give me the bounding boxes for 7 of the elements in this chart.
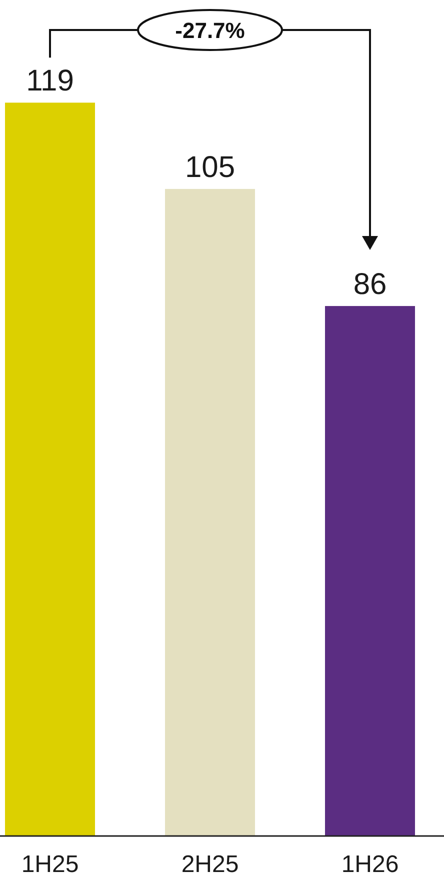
x-tick-label: 1H26 bbox=[341, 851, 399, 878]
data-label: 105 bbox=[184, 150, 236, 184]
data-label: 119 bbox=[26, 64, 74, 98]
x-tick-label: 2H25 bbox=[181, 851, 239, 878]
x-tick-label: 1H25 bbox=[21, 851, 79, 878]
text: -27.7% bbox=[175, 18, 245, 43]
data-label: 86 bbox=[353, 268, 387, 302]
